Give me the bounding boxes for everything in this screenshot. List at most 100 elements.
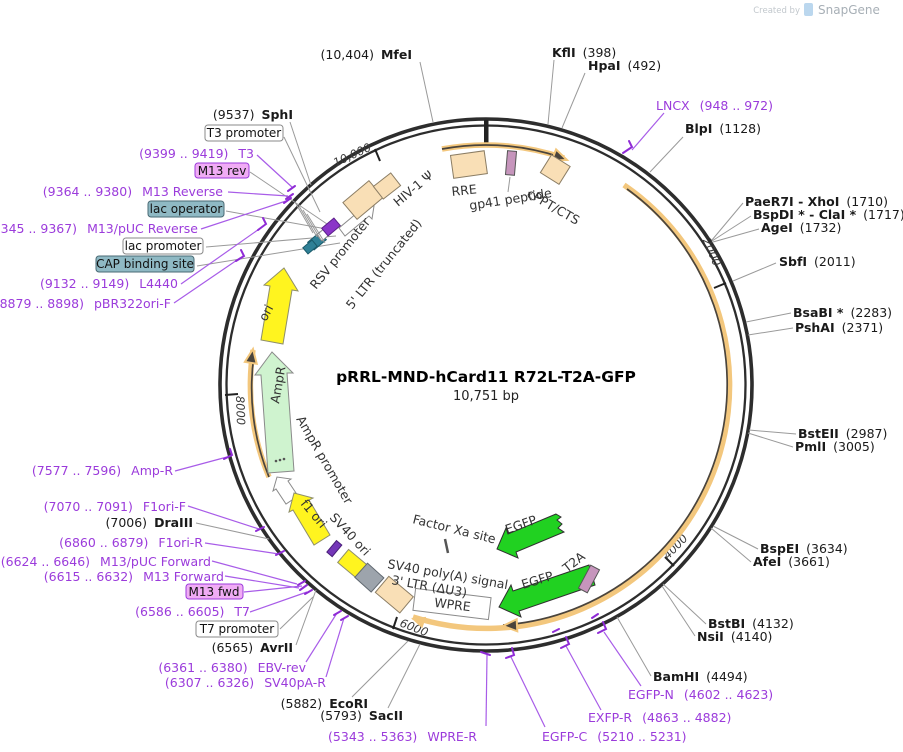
enzyme-label-bamhi[interactable]: BamHI (4494)	[653, 669, 748, 684]
small-purple-feature-box[interactable]	[326, 539, 343, 558]
enzyme-label-hpai[interactable]: HpaI (492)	[588, 58, 661, 73]
enzyme-label-pshai[interactable]: PshAI (2371)	[795, 320, 883, 335]
primer-label-egfp-c[interactable]: EGFP-C (5210 .. 5231)	[542, 729, 687, 744]
enzyme-labels: (10,404) MfeI KflI (398) HpaI (492) BlpI (11…	[105, 45, 903, 723]
ori-arrow[interactable]	[260, 267, 299, 345]
sv40-polya-feature-box[interactable]	[354, 562, 385, 593]
feature-arcs	[243, 142, 733, 633]
cppt-cts-label[interactable]: cPPT/CTS	[525, 186, 583, 228]
callout-line	[211, 560, 298, 585]
cppt-cts-feature-box[interactable]	[539, 154, 571, 185]
enzyme-label-sphi[interactable]: (9537) SphI	[213, 107, 293, 122]
enzyme-label-bspei[interactable]: BspEI (3634)	[760, 541, 848, 556]
t3-promoter-feature[interactable]	[302, 239, 318, 255]
primer-label-t3[interactable]: (9399 .. 9419) T3	[139, 146, 254, 161]
ltr3-feature-box[interactable]	[374, 575, 415, 614]
boxed-label-t3-promoter[interactable]: T3 promoter	[204, 124, 284, 142]
enzyme-label-bsteii[interactable]: BstEII (2987)	[798, 426, 887, 441]
callout-line	[180, 226, 263, 285]
outer-ring	[218, 117, 754, 653]
enzyme-label-sacii[interactable]: (5793) SacII	[320, 708, 403, 723]
primer-label-sv40pa-r[interactable]: (6307 .. 6326) SV40pA-R	[165, 675, 326, 690]
rre-feature-box[interactable]	[449, 150, 488, 179]
feature-stem	[306, 213, 326, 244]
primer-label-m13-forward[interactable]: (6615 .. 6632) M13 Forward	[44, 569, 224, 584]
lac-operator-feature[interactable]	[320, 217, 342, 237]
callout-lines	[173, 59, 797, 728]
left-arc-core	[250, 354, 270, 478]
boxed-label-lac-operator[interactable]: lac operator	[147, 200, 225, 218]
enzyme-label-paer7i-xhoi[interactable]: PaeR7I - XhoI (1710)	[745, 194, 888, 209]
enzyme-label-sbfi[interactable]: SbfI (2011)	[779, 254, 856, 269]
primer-tick	[333, 610, 342, 616]
watermark-brand: SnapGene	[818, 3, 880, 17]
egfp-upper-arrow[interactable]	[496, 513, 566, 559]
callout-line	[662, 583, 707, 625]
label-box	[204, 124, 284, 142]
primer-label-f1ori-f[interactable]: (7070 .. 7091) F1ori-F	[44, 499, 186, 514]
ampr-label[interactable]: AmpR	[267, 365, 288, 405]
primer-label-t7[interactable]: (6586 .. 6605) T7	[135, 604, 250, 619]
primer-tick	[275, 550, 285, 556]
plasmid-name: pRRL-MND-hCard11 R72L-T2A-GFP	[336, 368, 636, 386]
enzyme-label-bsabi[interactable]: BsaBI * (2283)	[793, 305, 892, 320]
ampr-truncation-dot	[278, 458, 282, 462]
scale-label-10000: 10,000	[331, 140, 373, 170]
primer-label-l4440[interactable]: (9132 .. 9149) L4440	[40, 276, 178, 291]
enzyme-label-ecori[interactable]: (5882) EcoRI	[281, 696, 368, 711]
callout-line	[256, 154, 294, 189]
boxed-label-m13-rev[interactable]: M13 rev	[194, 162, 250, 179]
boxed-label-t7-promoter[interactable]: T7 promoter	[195, 620, 279, 638]
boxed-label-cap-binding-site[interactable]: CAP binding site	[95, 255, 195, 273]
rre-label[interactable]: RRE	[451, 181, 478, 199]
enzyme-label-draiii[interactable]: (7006) DraIII	[105, 515, 193, 530]
gp41-peptide-feature-box[interactable]	[504, 150, 518, 176]
feature-stem	[294, 201, 314, 234]
primer-tick	[597, 621, 608, 634]
factor-xa-site-tick[interactable]	[443, 538, 450, 554]
primer-label-lncx[interactable]: LNCX (948 .. 972)	[656, 98, 773, 113]
ori-label[interactable]: ori	[255, 302, 276, 323]
boxed-label-lac-promoter[interactable]: lac promoter	[122, 237, 204, 255]
primer-label-m13-reverse[interactable]: (9364 .. 9380) M13 Reverse	[43, 184, 223, 199]
enzyme-label-afei[interactable]: AfeI (3661)	[753, 554, 830, 569]
enzyme-label-bspdi-clai[interactable]: BspDI * - ClaI * (1717)	[753, 207, 903, 222]
primer-label-egfp-n[interactable]: EGFP-N (4602 .. 4623)	[628, 687, 773, 702]
primer-tick	[297, 580, 306, 586]
boxed-label-m13-fwd[interactable]: M13 fwd	[185, 583, 244, 600]
t2a-feature-box[interactable]	[577, 564, 601, 594]
enzyme-label-agei[interactable]: AgeI (1732)	[761, 220, 841, 235]
callout-line	[387, 643, 421, 709]
ampr-promoter-arrow[interactable]	[272, 476, 299, 505]
wpre-label[interactable]: WPRE	[434, 595, 472, 614]
enzyme-label-kfli[interactable]: KflI (398)	[552, 45, 616, 60]
wpre-feature-box[interactable]	[412, 587, 492, 621]
primer-label-amp-r[interactable]: (7577 .. 7596) Amp-R	[32, 463, 173, 478]
enzyme-label-bstbi[interactable]: BstBI (4132)	[708, 616, 794, 631]
enzyme-label-blpi[interactable]: BlpI (1128)	[685, 121, 761, 136]
primer-tick	[304, 589, 313, 595]
left-arc-arrowhead	[243, 346, 259, 365]
callout-line	[295, 589, 317, 646]
plasmid-backbone-ring: 10,000 2000 4000 6000 8000	[218, 117, 754, 653]
hiv1-psi-feature-box[interactable]	[372, 172, 402, 200]
primer-label-m13-puc-reverse[interactable]: (9345 .. 9367)M13/pUC Reverse	[0, 221, 198, 236]
enzyme-label-nsii[interactable]: NsiI (4140)	[697, 629, 772, 644]
primer-label-exfp-r[interactable]: EXFP-R (4863 .. 4882)	[588, 710, 731, 725]
primer-tick	[552, 628, 560, 633]
primer-label-m13-puc-forward[interactable]: (6624 .. 6646) M13/pUC Forward	[1, 554, 211, 569]
enzyme-label-mfei[interactable]: (10,404) MfeI	[320, 47, 412, 62]
primer-label-wpre-r[interactable]: (5343 .. 5363) WPRE-R	[328, 729, 477, 744]
primer-label-ebv-rev[interactable]: (6361 .. 6380) EBV-rev	[158, 660, 306, 675]
label-box	[185, 583, 244, 600]
factor-xa-label[interactable]: Factor Xa site	[411, 511, 497, 546]
f1-ori-arrow[interactable]	[288, 492, 331, 546]
ampr-arrow[interactable]	[254, 351, 295, 474]
enzyme-label-avrii[interactable]: (6565) AvrII	[212, 640, 293, 655]
primer-label-f1ori-r[interactable]: (6860 .. 6879) F1ori-R	[59, 535, 203, 550]
enzyme-label-pmli[interactable]: PmlI (3005)	[795, 439, 875, 454]
primer-tick	[299, 584, 308, 591]
primer-label-pbr322ori-f[interactable]: (8879 .. 8898) pBR322ori-F	[0, 296, 171, 311]
ampr-promoter-label[interactable]: AmpR promoter	[293, 413, 356, 507]
ampr-truncation-dot	[274, 459, 278, 463]
